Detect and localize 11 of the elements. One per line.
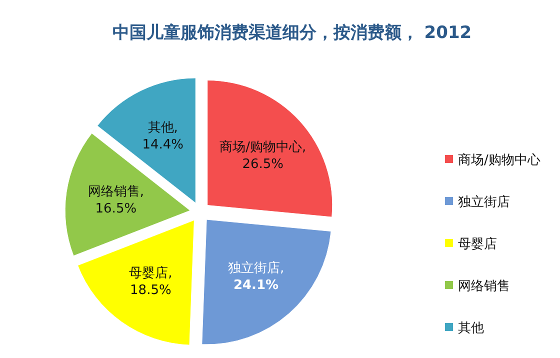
legend-label: 独立街店 <box>458 194 510 210</box>
legend-label: 网络销售 <box>458 279 510 294</box>
data-label: 其他, 14.4% <box>142 120 184 153</box>
chart-title: 中国儿童服饰消费渠道细分，按消费额， 2012 <box>112 23 472 43</box>
data-label: 母婴店, 18.5% <box>129 265 172 298</box>
data-label: 商场/购物中心, 26.5% <box>220 138 306 172</box>
data-label: 独立街店, 24.1% <box>228 260 284 293</box>
legend-label: 商场/购物中心 <box>458 152 540 168</box>
data-label: 网络销售, 16.5% <box>88 184 144 216</box>
legend-label: 其他 <box>458 321 484 336</box>
legend-label: 母婴店 <box>458 236 497 252</box>
